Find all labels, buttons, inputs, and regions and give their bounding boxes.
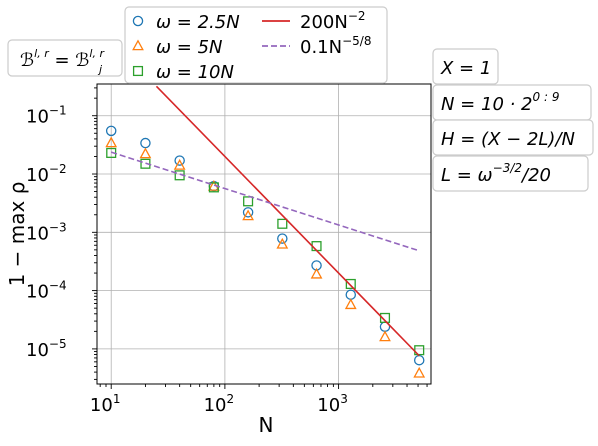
data-point [140, 137, 151, 149]
legend-entry-label: ω = 2.5N [156, 12, 240, 33]
plot-frame [96, 83, 432, 385]
y-axis-label: 1 − max ρ [5, 182, 29, 287]
y-tick-label: 10−3 [26, 220, 67, 244]
y-tick-label: 10−5 [26, 337, 67, 361]
param-box [432, 119, 594, 156]
series-line-3 [155, 85, 420, 357]
data-point [345, 289, 357, 300]
axis-ticks: 101 102 103 10−1 10−2 10−3 10−4 10−5 [26, 87, 428, 416]
param-box [432, 155, 589, 192]
data-point [344, 298, 357, 310]
param-annotation: N = 10 · 20 : 9 [441, 90, 559, 115]
data-point [413, 366, 426, 378]
data-point [413, 354, 425, 366]
param-annotation: X = 1 [440, 58, 491, 79]
data-point [139, 147, 152, 159]
data-point [174, 155, 185, 166]
data-point [242, 207, 254, 218]
param-box [432, 48, 499, 85]
data-point [277, 218, 288, 229]
param-annotation: H = (X − 2L)/N [441, 129, 575, 150]
data-point [379, 330, 391, 342]
data-point [276, 237, 289, 249]
y-tick-label: 10−1 [26, 104, 67, 128]
legend-entry-label: 0.1N−5/8 [300, 34, 371, 58]
data-point [208, 182, 219, 193]
legend-marker [132, 39, 144, 51]
data-point [105, 136, 118, 148]
grid-lines [97, 84, 431, 384]
x-tick-label: 103 [317, 392, 348, 416]
data-point [243, 196, 254, 207]
y-tick-label: 10−2 [26, 162, 67, 186]
series-layer [105, 85, 426, 378]
data-point [345, 278, 356, 290]
x-tick-label: 102 [204, 392, 235, 416]
legend-entry-label: ω = 5N [156, 37, 223, 58]
legend-box [124, 6, 388, 84]
data-point [105, 125, 117, 137]
data-point [311, 241, 322, 252]
data-point [173, 158, 186, 170]
legend-marker [132, 15, 144, 27]
legend-marker [132, 65, 144, 77]
legend: ω = 2.5N 200N−2 ω = 5N 0.1N−5/8 ω = 10N [124, 6, 388, 84]
series-line-4 [110, 151, 420, 252]
param-annotation: L = ω−3/2/20 [441, 161, 551, 186]
y-tick-label: 10−4 [26, 279, 67, 303]
data-point [379, 312, 391, 323]
x-axis-label: N [259, 413, 274, 437]
x-tick-label: 101 [90, 392, 121, 416]
bc-annotation-box [7, 39, 123, 77]
legend-entry-label: ω = 10N [156, 62, 234, 83]
data-point [242, 209, 254, 221]
data-point [310, 267, 323, 279]
legend-entry-label: 200N−2 [300, 9, 366, 33]
data-point [277, 233, 288, 244]
